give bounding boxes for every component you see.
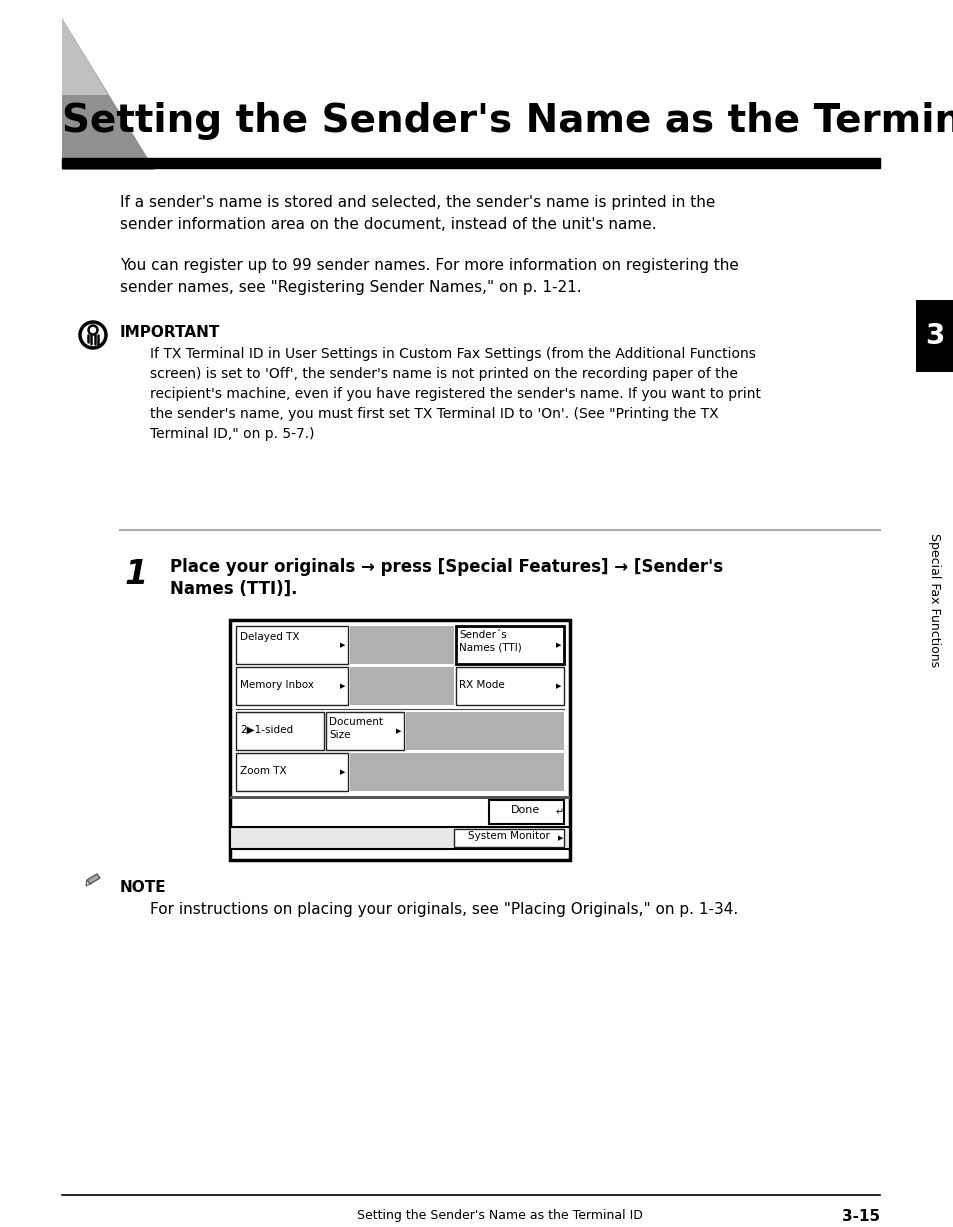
Text: ▶: ▶ (339, 683, 345, 690)
Bar (230, 796, 569, 799)
Circle shape (89, 325, 97, 335)
Text: ↵: ↵ (556, 807, 563, 817)
Bar (350, 753, 563, 791)
Polygon shape (62, 18, 154, 171)
Bar (230, 827, 569, 849)
Text: Document: Document (329, 717, 382, 728)
Bar (489, 800, 563, 825)
Bar (235, 667, 348, 706)
Bar (915, 299, 953, 372)
Bar (230, 620, 569, 860)
Text: If a sender's name is stored and selected, the sender's name is printed in the
s: If a sender's name is stored and selecte… (120, 195, 715, 232)
Bar (326, 712, 403, 750)
Text: NOTE: NOTE (120, 880, 167, 894)
Polygon shape (86, 880, 90, 886)
Text: Setting the Sender's Name as the Terminal ID: Setting the Sender's Name as the Termina… (356, 1209, 642, 1222)
Text: 2▶1-sided: 2▶1-sided (240, 725, 293, 735)
Text: ▶: ▶ (339, 769, 345, 775)
Bar (62, 158, 879, 168)
Text: Zoom TX: Zoom TX (240, 766, 286, 775)
Text: ▶: ▶ (395, 728, 401, 734)
Text: 3: 3 (924, 321, 943, 350)
Text: Done: Done (511, 805, 540, 815)
Polygon shape (87, 874, 100, 883)
Text: Size: Size (329, 730, 350, 740)
Text: For instructions on placing your originals, see "Placing Originals," on p. 1-34.: For instructions on placing your origina… (150, 902, 738, 917)
Text: ▶: ▶ (339, 642, 345, 648)
Polygon shape (62, 18, 108, 94)
Text: ▶: ▶ (558, 836, 563, 840)
Bar (454, 829, 563, 847)
Text: Delayed TX: Delayed TX (240, 632, 299, 642)
Text: Place your originals → press [Special Features] → [Sender's: Place your originals → press [Special Fe… (170, 558, 722, 575)
Text: ▶: ▶ (556, 683, 560, 690)
Text: RX Mode: RX Mode (458, 680, 504, 690)
Text: 3-15: 3-15 (841, 1209, 879, 1225)
Bar (235, 753, 348, 791)
Text: IMPORTANT: IMPORTANT (120, 325, 220, 340)
Bar (406, 712, 563, 750)
Text: 1: 1 (125, 558, 148, 591)
Bar (456, 667, 563, 706)
Text: Sender´s: Sender´s (458, 629, 506, 640)
Bar (350, 626, 454, 664)
Text: You can register up to 99 sender names. For more information on registering the
: You can register up to 99 sender names. … (120, 258, 739, 294)
Text: Names (TTI): Names (TTI) (458, 643, 521, 653)
Circle shape (80, 321, 106, 348)
Text: Names (TTI)].: Names (TTI)]. (170, 580, 297, 598)
Bar (350, 667, 454, 706)
Text: ▶: ▶ (556, 642, 560, 648)
Text: System Monitor: System Monitor (468, 831, 549, 840)
Text: Memory Inbox: Memory Inbox (240, 680, 314, 690)
Bar (235, 712, 324, 750)
Bar (235, 626, 348, 664)
Bar (456, 626, 563, 664)
Text: Setting the Sender's Name as the Terminal ID: Setting the Sender's Name as the Termina… (62, 102, 953, 140)
Text: If TX Terminal ID in User Settings in Custom Fax Settings (from the Additional F: If TX Terminal ID in User Settings in Cu… (150, 347, 760, 442)
Text: Special Fax Functions: Special Fax Functions (927, 533, 941, 667)
